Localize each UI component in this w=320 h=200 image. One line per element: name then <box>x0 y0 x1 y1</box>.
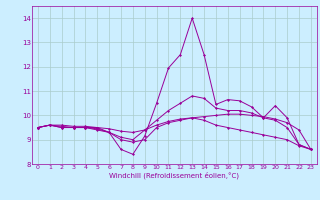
X-axis label: Windchill (Refroidissement éolien,°C): Windchill (Refroidissement éolien,°C) <box>109 171 239 179</box>
